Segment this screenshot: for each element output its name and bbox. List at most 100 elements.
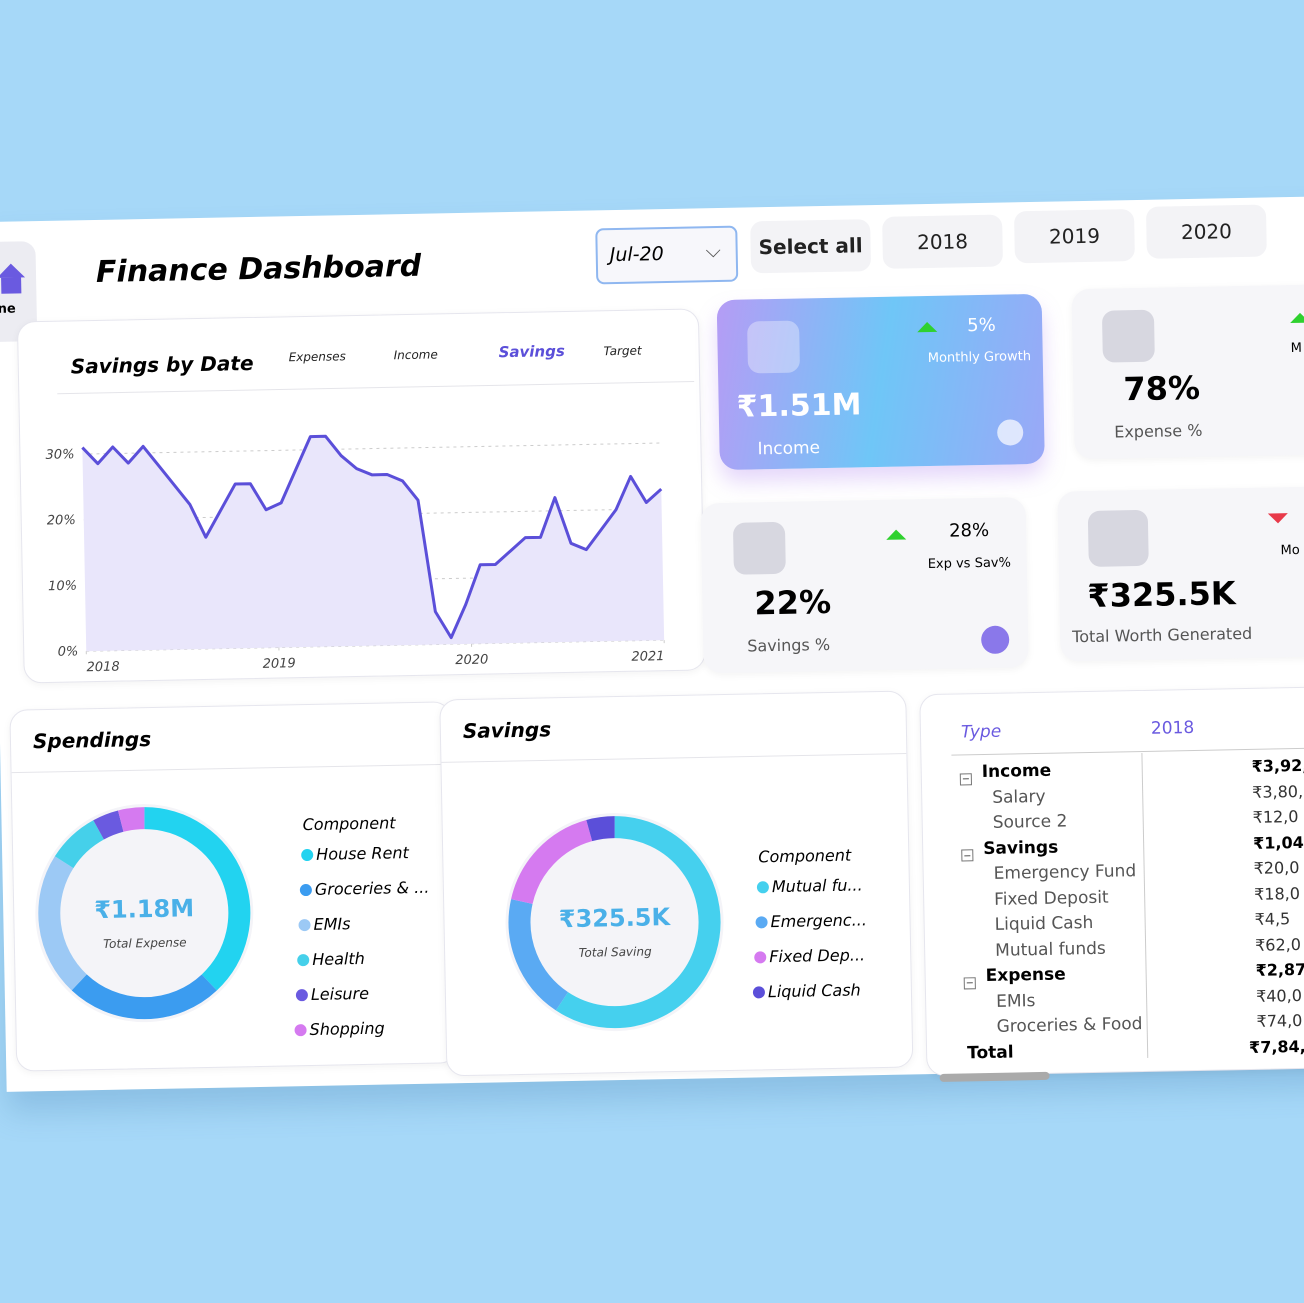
- legend-dot: [299, 884, 312, 897]
- center-value: ₹325.5K: [559, 903, 672, 933]
- legend-item: Fixed Dep...: [769, 945, 865, 966]
- kpi-label: Income: [757, 438, 821, 460]
- donut-segment: [71, 974, 217, 1020]
- donut-segment: [118, 807, 145, 832]
- row-label: Salary: [992, 786, 1046, 808]
- header-cell: 2018: [1150, 717, 1195, 739]
- collapse-icon[interactable]: [959, 772, 972, 785]
- legend-dot: [301, 849, 314, 862]
- up-arrow: [917, 321, 938, 333]
- total-label: Total: [966, 1042, 1014, 1063]
- row-value: ₹2,87,5: [1255, 959, 1304, 980]
- legend-item[interactable]: Target: [603, 343, 643, 358]
- down-arrow: [1267, 513, 1289, 524]
- growth-label: M: [1290, 340, 1303, 357]
- row-value: ₹12,0: [1252, 806, 1299, 827]
- card-title: Savings: [463, 717, 552, 743]
- icon: [1101, 309, 1155, 363]
- y-tick-label: 10%: [48, 579, 77, 595]
- legend-item[interactable]: Expenses: [289, 349, 346, 364]
- up-arrow: [886, 529, 907, 540]
- icon: [747, 320, 801, 374]
- legend-dot: [297, 954, 310, 967]
- center-value: ₹1.18M: [94, 894, 194, 924]
- info[interactable]: [980, 625, 1010, 655]
- x-tick-label: 2020: [455, 653, 488, 669]
- growth: 5%: [966, 314, 996, 337]
- growth-label: Mo: [1280, 542, 1300, 559]
- row-value: ₹3,80,0: [1251, 781, 1304, 802]
- donut-segment: [144, 807, 251, 991]
- legend-dot: [756, 881, 769, 894]
- home-icon: [1, 277, 22, 294]
- line: [81, 434, 663, 640]
- kpi-value: ₹325.5K: [1087, 574, 1237, 615]
- divider: [951, 746, 1304, 756]
- kpi-value: ₹1.51M: [736, 387, 862, 425]
- income-card: 5% Monthly Growth ₹1.51M Income: [716, 293, 1045, 471]
- row-value: ₹4,5: [1254, 909, 1291, 929]
- home-icon: [0, 263, 26, 278]
- row-label: Savings: [983, 837, 1059, 859]
- legend-item: Groceries & ...: [315, 878, 430, 899]
- chevron: ⌵: [705, 237, 722, 263]
- year-button[interactable]: 2020: [1145, 204, 1267, 259]
- year-button[interactable]: 2018: [882, 214, 1004, 269]
- donut-segment: [93, 810, 124, 840]
- info[interactable]: [996, 419, 1024, 446]
- savings-donut-card: Savings ₹325.5K Total Saving Component Mutua…: [439, 690, 914, 1077]
- scrollbar[interactable]: [939, 1071, 1050, 1082]
- donut-segment: [511, 819, 593, 905]
- year-button[interactable]: 2019: [1013, 209, 1135, 264]
- home-label[interactable]: ne: [0, 301, 16, 317]
- legend-item: Mutual fu...: [772, 875, 863, 896]
- total-value: ₹7,84,0: [1248, 1036, 1304, 1057]
- chart-title: Savings by Date: [71, 351, 254, 379]
- year-button[interactable]: Select all: [750, 219, 872, 274]
- divider: [57, 381, 695, 395]
- up-arrow: [1289, 312, 1304, 324]
- legend-item: Health: [312, 949, 365, 969]
- growth-label: Exp vs Sav%: [927, 555, 1012, 573]
- kpi-label: Total Worth Generated: [1071, 623, 1253, 647]
- spendings-card: Spendings ₹1.18M Total Expense Component Hou…: [9, 701, 459, 1072]
- icon: [732, 521, 786, 575]
- x-tick-label: 2021: [631, 649, 664, 665]
- legend-item[interactable]: Savings: [498, 342, 565, 361]
- row-value: ₹18,0: [1253, 883, 1301, 904]
- legend-dot: [295, 989, 308, 1002]
- legend-item[interactable]: Income: [393, 347, 437, 362]
- y-tick-label: 0%: [58, 644, 79, 659]
- row-label: Mutual funds: [994, 938, 1106, 961]
- growth: 28%: [948, 519, 990, 542]
- header-cell: Type: [960, 721, 1002, 743]
- legend-item: House Rent: [316, 843, 410, 864]
- row-value: ₹20,0: [1253, 857, 1300, 878]
- x-tick-label: 2019: [263, 656, 296, 672]
- legend-item: Shopping: [309, 1019, 384, 1039]
- area: [82, 436, 665, 652]
- row-value: ₹62,0: [1254, 934, 1302, 955]
- collapse-icon[interactable]: [961, 849, 974, 862]
- legend-item: EMIs: [313, 914, 350, 934]
- donut-segment: [508, 899, 569, 1011]
- row-label: Groceries & Food: [996, 1014, 1143, 1037]
- kpi-label: Savings %: [747, 634, 831, 656]
- legend-item: Leisure: [311, 984, 370, 1004]
- kpi-value: 22%: [754, 582, 832, 623]
- collapse-icon[interactable]: [963, 976, 976, 989]
- divider: [441, 753, 907, 763]
- center-label: Total Expense: [103, 935, 187, 951]
- savings-chart-card: Savings by Date Expenses Income Savings Targ…: [16, 308, 706, 684]
- row-label: Income: [981, 760, 1052, 783]
- row-value: ₹3,92,0: [1251, 755, 1304, 776]
- dropdown-value: Jul-20: [609, 243, 664, 267]
- date-dropdown[interactable]: Jul-20 ⌵: [595, 225, 739, 285]
- divider: [11, 763, 452, 774]
- worth-card: Mo ₹325.5K Total Worth Generated: [1057, 485, 1304, 662]
- row-label: Fixed Deposit: [993, 887, 1109, 910]
- row-value: ₹1,04,5: [1252, 832, 1304, 853]
- x-tick-label: 2018: [86, 660, 119, 676]
- matrix: Type 2018 Income ₹3,92,0 Salary ₹3,80,0 Source…: [920, 687, 1304, 1082]
- row-label: Emergency Fund: [993, 861, 1137, 884]
